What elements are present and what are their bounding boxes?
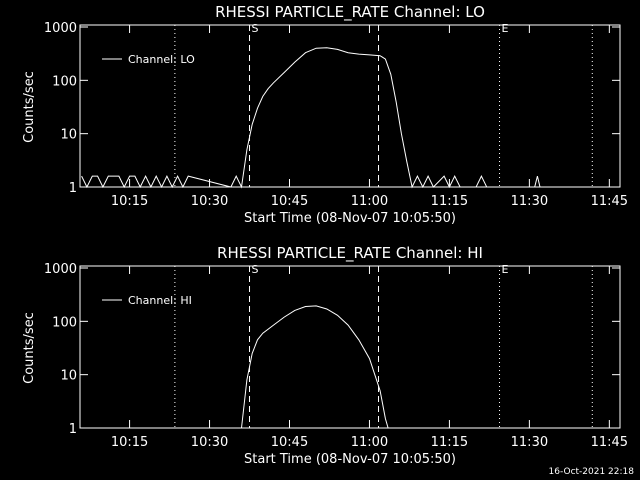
marker-label: S: [252, 22, 259, 35]
timestamp: 16-Oct-2021 22:18: [549, 467, 635, 477]
x-tick-label: 10:45: [271, 435, 308, 450]
x-tick-label: 11:00: [351, 194, 388, 209]
x-tick-label: 10:30: [191, 194, 228, 209]
legend-label: Channel: HI: [128, 294, 192, 307]
x-axis-label: Start Time (08-Nov-07 10:05:50): [244, 452, 456, 467]
chart-title: RHESSI PARTICLE_RATE Channel: LO: [215, 3, 485, 22]
y-axis-label: Counts/sec: [22, 312, 37, 384]
x-tick-label: 10:15: [111, 194, 148, 209]
x-tick-label: 11:30: [511, 194, 548, 209]
y-tick-label: 100: [52, 315, 77, 330]
plot-frame: [79, 24, 621, 188]
y-tick-label: 10: [60, 369, 77, 384]
x-tick-label: 11:15: [431, 435, 468, 450]
data-line: [241, 305, 389, 429]
marker-label: S: [252, 263, 259, 276]
x-tick-label: 10:15: [111, 435, 148, 450]
x-tick-label: 10:30: [191, 435, 228, 450]
chart-title: RHESSI PARTICLE_RATE Channel: HI: [217, 244, 483, 263]
y-tick-label: 10: [60, 128, 77, 143]
x-tick-label: 11:00: [351, 435, 388, 450]
x-tick-label: 11:45: [591, 194, 628, 209]
y-axis-label: Counts/sec: [22, 71, 37, 143]
x-tick-label: 11:15: [431, 194, 468, 209]
y-tick-label: 1: [69, 422, 77, 437]
x-tick-label: 11:45: [591, 435, 628, 450]
data-line: [81, 47, 615, 189]
x-axis-label: Start Time (08-Nov-07 10:05:50): [244, 211, 456, 226]
y-tick-label: 1000: [44, 262, 77, 277]
legend-label: Channel: LO: [128, 53, 195, 66]
marker-label: E: [502, 263, 509, 276]
plot-frame: [79, 265, 621, 429]
y-tick-label: 1: [69, 181, 77, 196]
marker-label: E: [502, 22, 509, 35]
y-tick-label: 100: [52, 74, 77, 89]
x-tick-label: 11:30: [511, 435, 548, 450]
y-tick-label: 1000: [44, 21, 77, 36]
x-tick-label: 10:45: [271, 194, 308, 209]
